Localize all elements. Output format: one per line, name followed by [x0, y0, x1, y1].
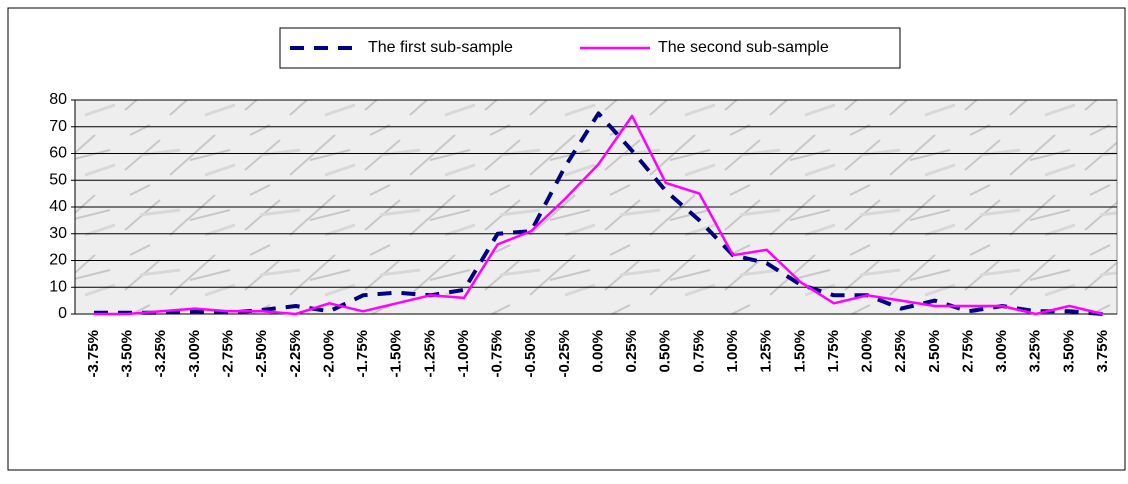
x-tick-label: -3.25% [152, 330, 169, 378]
x-tick-label: -2.00% [320, 330, 337, 378]
legend-label: The second sub-sample [658, 39, 829, 56]
x-tick-label: -1.00% [455, 330, 472, 378]
x-tick-label: -2.50% [253, 330, 270, 378]
y-tick-label: 30 [49, 225, 67, 242]
y-tick-label: 70 [49, 118, 67, 135]
x-tick-label: -1.75% [354, 330, 371, 378]
x-tick-label: -0.50% [522, 330, 539, 378]
x-tick-label: -3.75% [85, 330, 102, 378]
x-tick-label: 2.25% [892, 330, 909, 373]
x-tick-label: 3.00% [993, 330, 1010, 373]
x-tick-label: 2.50% [926, 330, 943, 373]
x-tick-label: 1.00% [724, 330, 741, 373]
legend-label: The first sub-sample [368, 39, 513, 56]
x-tick-label: 1.50% [791, 330, 808, 373]
x-tick-label: 0.00% [589, 330, 606, 373]
x-tick-label: -2.25% [287, 330, 304, 378]
x-tick-label: 2.00% [859, 330, 876, 373]
x-tick-label: -3.00% [186, 330, 203, 378]
x-tick-label: 0.25% [623, 330, 640, 373]
x-tick-label: 1.25% [758, 330, 775, 373]
x-tick-label: 0.75% [690, 330, 707, 373]
x-tick-label: -0.25% [556, 330, 573, 378]
x-tick-label: 3.25% [1027, 330, 1044, 373]
series-line [94, 111, 1104, 316]
x-tick-label: -2.75% [220, 330, 237, 378]
x-tick-label: -1.25% [421, 330, 438, 378]
y-tick-label: 0 [58, 305, 67, 322]
x-tick-label: -3.50% [119, 330, 136, 378]
y-tick-label: 60 [49, 145, 67, 162]
y-tick-label: 20 [49, 252, 67, 269]
y-tick-label: 50 [49, 171, 67, 188]
x-tick-label: -1.50% [388, 330, 405, 378]
x-tick-label: 3.50% [1060, 330, 1077, 373]
x-tick-label: 3.75% [1094, 330, 1111, 373]
y-tick-label: 40 [49, 198, 67, 215]
series-line [94, 114, 1104, 316]
y-tick-label: 80 [49, 91, 67, 108]
x-tick-label: -0.75% [489, 330, 506, 378]
x-tick-label: 2.75% [959, 330, 976, 373]
y-tick-label: 10 [49, 278, 67, 295]
x-tick-label: 0.50% [657, 330, 674, 373]
x-tick-label: 1.75% [825, 330, 842, 373]
